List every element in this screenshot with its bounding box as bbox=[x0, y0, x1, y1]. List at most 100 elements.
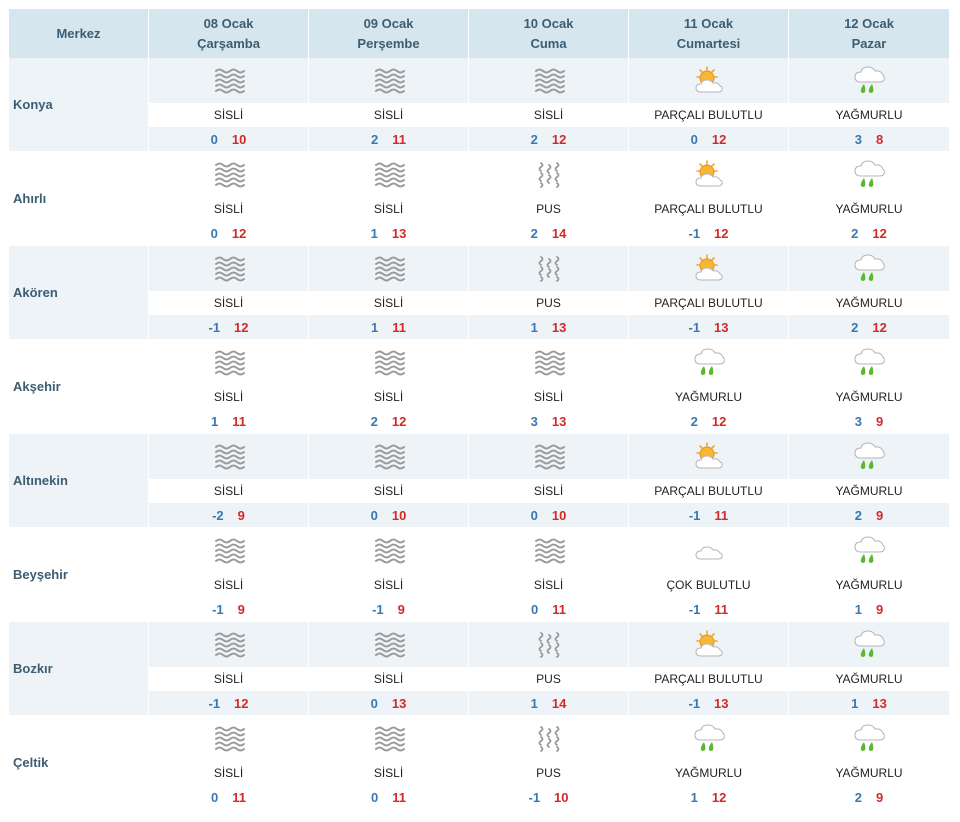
temperature-cell: -1 9 bbox=[149, 597, 309, 622]
temperature-cell: -1 12 bbox=[149, 691, 309, 716]
day-header-weekday: Çarşamba bbox=[197, 35, 260, 51]
weather-icon-cell bbox=[789, 434, 949, 479]
min-temperature: -1 bbox=[688, 695, 701, 711]
fog-icon bbox=[372, 253, 406, 285]
city-condition-row: SİSLİ SİSLİ PUS PARÇALI BULUTLU YAĞMURLU bbox=[9, 667, 949, 691]
min-temperature: 1 bbox=[371, 319, 379, 335]
min-temperature: 3 bbox=[530, 413, 538, 429]
max-temperature: 11 bbox=[552, 601, 566, 617]
condition-label: PUS bbox=[469, 291, 629, 315]
min-temperature: 0 bbox=[210, 225, 218, 241]
temperature-cell: 2 12 bbox=[629, 409, 789, 434]
max-temperature: 13 bbox=[714, 319, 729, 335]
temperature-cell: 0 10 bbox=[149, 127, 309, 152]
rain-icon bbox=[852, 629, 886, 661]
partly-cloudy-icon bbox=[692, 441, 726, 473]
weather-icon-cell bbox=[789, 340, 949, 385]
condition-label: PARÇALI BULUTLU bbox=[629, 103, 789, 127]
condition-label: SİSLİ bbox=[309, 573, 469, 597]
weather-icon-cell bbox=[309, 246, 469, 291]
weather-icon-cell bbox=[629, 528, 789, 573]
day-header-date: 12 Ocak bbox=[844, 15, 894, 31]
weather-icon-cell bbox=[629, 58, 789, 103]
min-temperature: -1 bbox=[372, 601, 384, 617]
min-temperature: 2 bbox=[370, 413, 378, 429]
max-temperature: 14 bbox=[551, 695, 567, 711]
condition-label: SİSLİ bbox=[469, 103, 629, 127]
min-temperature: 3 bbox=[854, 413, 862, 429]
condition-label: SİSLİ bbox=[149, 761, 309, 785]
max-temperature: 9 bbox=[876, 507, 884, 523]
fog-icon bbox=[372, 441, 406, 473]
temperature-cell: 0 13 bbox=[309, 691, 469, 716]
min-temperature: 0 bbox=[211, 789, 219, 805]
weather-icon-cell bbox=[629, 716, 789, 761]
partly-cloudy-icon bbox=[692, 253, 726, 285]
condition-label: SİSLİ bbox=[309, 667, 469, 691]
city-icon-row: Beyşehir bbox=[9, 528, 949, 622]
temperature-cell: 3 13 bbox=[469, 409, 629, 434]
city-temperature-row: -1 9 -1 9 0 11 -1 11 1 9 bbox=[9, 597, 949, 622]
min-temperature: 0 bbox=[530, 507, 538, 523]
condition-label: PUS bbox=[469, 761, 629, 785]
max-temperature: 10 bbox=[554, 789, 569, 805]
weather-icon-cell bbox=[469, 434, 629, 479]
weather-icon-cell bbox=[149, 152, 309, 197]
weather-icon-cell bbox=[789, 528, 949, 573]
temperature-cell: 0 10 bbox=[309, 503, 469, 528]
max-temperature: 12 bbox=[551, 131, 567, 147]
min-temperature: 1 bbox=[854, 601, 862, 617]
max-temperature: 13 bbox=[391, 695, 407, 711]
max-temperature: 9 bbox=[876, 413, 884, 429]
condition-label: YAĞMURLU bbox=[789, 197, 949, 221]
max-temperature: 11 bbox=[392, 131, 406, 147]
temperature-cell: 1 13 bbox=[469, 315, 629, 340]
temperature-cell: -1 13 bbox=[629, 691, 789, 716]
fog-icon bbox=[212, 159, 246, 191]
weather-icon-cell bbox=[309, 152, 469, 197]
min-temperature: 2 bbox=[530, 131, 538, 147]
merkez-header: Merkez bbox=[9, 9, 149, 58]
max-temperature: 12 bbox=[872, 319, 887, 335]
city-temperature-row: 0 10 2 11 2 12 0 12 3 8 bbox=[9, 127, 949, 152]
condition-label: SİSLİ bbox=[149, 291, 309, 315]
fog-icon bbox=[212, 629, 246, 661]
max-temperature: 13 bbox=[551, 413, 567, 429]
day-header-date: 09 Ocak bbox=[363, 15, 414, 31]
city-condition-row: SİSLİ SİSLİ PUS PARÇALI BULUTLU YAĞMURLU bbox=[9, 197, 949, 221]
city-icon-row: Çeltik bbox=[9, 716, 949, 810]
min-temperature: 2 bbox=[530, 225, 538, 241]
condition-label: SİSLİ bbox=[149, 385, 309, 409]
min-temperature: 2 bbox=[851, 225, 859, 241]
weather-icon-cell bbox=[469, 58, 629, 103]
max-temperature: 11 bbox=[232, 413, 246, 429]
temperature-cell: 2 11 bbox=[309, 127, 469, 152]
weather-icon-cell bbox=[309, 528, 469, 573]
condition-label: SİSLİ bbox=[149, 197, 309, 221]
temperature-cell: 1 11 bbox=[149, 409, 309, 434]
day-header: 10 Ocak Cuma bbox=[469, 9, 629, 58]
weather-icon-cell bbox=[149, 622, 309, 667]
weather-icon-cell bbox=[789, 716, 949, 761]
condition-label: YAĞMURLU bbox=[789, 385, 949, 409]
partly-cloudy-icon bbox=[692, 65, 726, 97]
rain-icon bbox=[852, 347, 886, 379]
rain-icon bbox=[852, 723, 886, 755]
city-icon-row: Ahırlı bbox=[9, 152, 949, 246]
temperature-cell: -1 12 bbox=[149, 315, 309, 340]
condition-label: SİSLİ bbox=[469, 479, 629, 503]
max-temperature: 9 bbox=[876, 789, 884, 805]
city-name: Çeltik bbox=[9, 716, 149, 810]
temperature-cell: 0 11 bbox=[309, 785, 469, 810]
min-temperature: 1 bbox=[211, 413, 219, 429]
temperature-cell: -1 11 bbox=[629, 597, 789, 622]
weather-icon-cell bbox=[149, 528, 309, 573]
weather-icon-cell bbox=[309, 434, 469, 479]
min-temperature: 2 bbox=[690, 413, 698, 429]
temperature-cell: 2 12 bbox=[789, 221, 949, 246]
city-temperature-row: -1 12 0 13 1 14 -1 13 1 13 bbox=[9, 691, 949, 716]
min-temperature: 3 bbox=[854, 131, 862, 147]
min-temperature: 0 bbox=[370, 695, 378, 711]
max-temperature: 9 bbox=[237, 601, 245, 617]
